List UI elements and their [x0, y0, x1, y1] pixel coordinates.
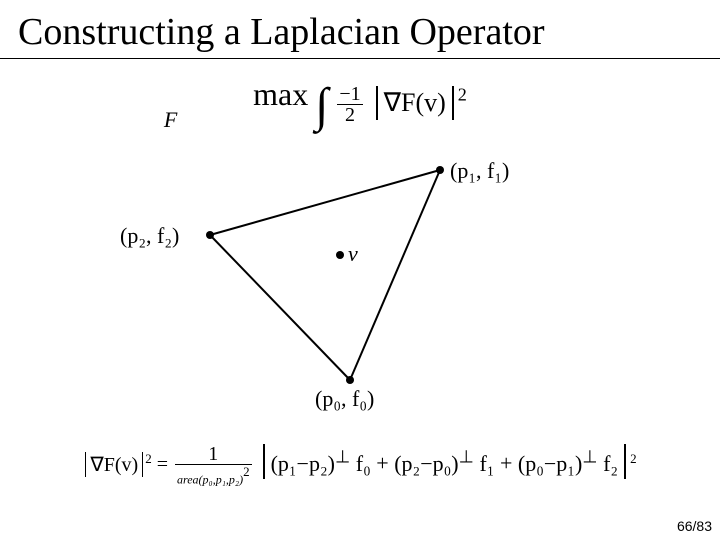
- abs-grad: ∇F(v): [376, 86, 454, 120]
- lhs-abs: ∇F(v): [85, 452, 143, 477]
- page-number: 66/83: [677, 518, 712, 534]
- formula-bottom: ∇F(v) 2 = 1 area(p₀,p₁,p₂)2 (p₁−p₂)⊥ f₀ …: [0, 444, 720, 488]
- grad-expr: ∇F(v): [384, 88, 446, 117]
- term-2: (p₀−p₁)⊥ f₂: [518, 451, 618, 476]
- lhs-power: 2: [145, 451, 152, 466]
- label-p1: (p₁, f₁): [450, 158, 509, 184]
- slide-title: Constructing a Laplacian Operator: [18, 10, 545, 54]
- integrand-fraction: −1 2: [337, 84, 362, 125]
- label-v: v: [348, 241, 358, 267]
- rhs-power: 2: [630, 451, 637, 466]
- title-underline: [0, 58, 720, 59]
- triangle-svg: [120, 150, 580, 410]
- triangle-diagram: (p₀, f₀) (p₁, f₁) (p₂, f₂) v: [120, 150, 580, 410]
- rhs-abs: (p₁−p₂)⊥ f₀ + (p₂−p₀)⊥ f₁ + (p₀−p₁)⊥ f₂: [263, 444, 627, 478]
- label-p0: (p₀, f₀): [315, 386, 374, 412]
- term-1: (p₂−p₀)⊥ f₁: [394, 451, 500, 476]
- label-p2: (p₂, f₂): [120, 223, 179, 249]
- lhs-grad: ∇F(v): [90, 454, 138, 476]
- slide: Constructing a Laplacian Operator max F …: [0, 0, 720, 540]
- max-over: F: [143, 107, 198, 133]
- area-text: area(p₀,p₁,p₂): [177, 473, 243, 487]
- area-fraction: 1 area(p₀,p₁,p₂)2: [175, 444, 252, 488]
- grad-power: 2: [458, 85, 467, 105]
- integral-icon: ∫: [315, 79, 328, 132]
- term-0: (p₁−p₂)⊥ f₀: [271, 451, 377, 476]
- max-text: max: [253, 76, 308, 112]
- formula-top: max F ∫ −1 2 ∇F(v) 2: [0, 68, 720, 133]
